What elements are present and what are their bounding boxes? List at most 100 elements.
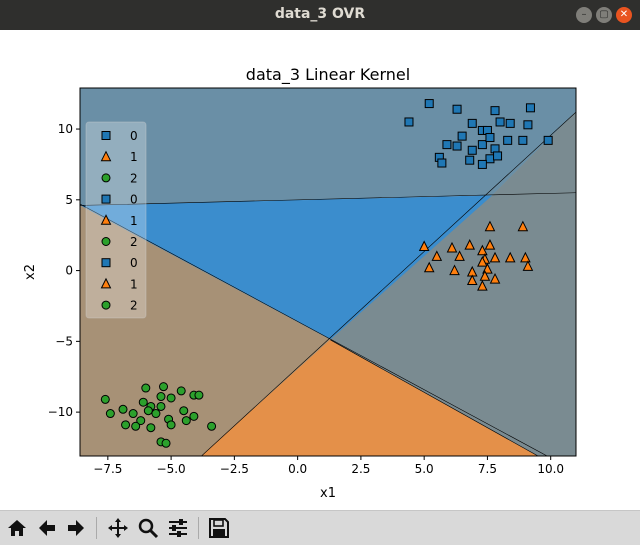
data-point-class-2 (146, 423, 156, 433)
x-tick-label: −2.5 (220, 462, 249, 476)
data-point-class-1 (418, 240, 430, 252)
data-point-class-2 (143, 406, 153, 416)
data-point-class-0 (465, 155, 475, 165)
data-point-class-1 (466, 274, 478, 285)
y-tick-label: 5 (65, 193, 73, 207)
decision-boundary-3 (330, 339, 539, 456)
decision-boundary-2 (201, 111, 576, 456)
legend-marker-1 (100, 214, 112, 225)
decision-region-5 (329, 111, 576, 456)
data-point-class-0 (523, 120, 533, 130)
x-tick-label: 5.0 (415, 462, 434, 476)
data-point-class-1 (484, 238, 496, 250)
y-tick-label: −5 (55, 334, 73, 348)
data-point-class-0 (452, 141, 462, 151)
data-point-class-2 (151, 409, 161, 419)
legend-marker-2 (101, 237, 111, 246)
legend-label: 2 (130, 299, 138, 313)
minimize-icon[interactable]: – (576, 7, 592, 23)
maximize-icon[interactable]: ▢ (596, 7, 612, 23)
x-axis-label: x1 (320, 486, 336, 501)
data-point-class-1 (489, 251, 501, 263)
home-icon[interactable] (4, 515, 30, 541)
data-point-class-2 (118, 404, 128, 414)
window-controls: – ▢ ✕ (576, 7, 632, 23)
data-point-class-0 (525, 103, 535, 113)
data-point-class-0 (467, 145, 477, 155)
data-point-class-1 (484, 220, 496, 232)
decision-boundary-0 (80, 192, 576, 206)
save-icon[interactable] (206, 515, 232, 541)
y-axis-label: x2 (23, 264, 38, 280)
y-tick-label: 10 (58, 122, 73, 136)
data-point-class-2 (194, 390, 204, 400)
data-point-class-2 (100, 394, 110, 404)
data-point-class-0 (485, 133, 495, 143)
legend-label: 1 (130, 214, 138, 228)
pan-icon[interactable] (105, 515, 131, 541)
window-titlebar: data_3 OVR – ▢ ✕ (0, 0, 640, 30)
legend-marker-0 (101, 194, 111, 204)
legend-marker-2 (101, 173, 111, 183)
legend-marker-1 (100, 150, 112, 162)
data-point-class-0 (503, 135, 513, 145)
data-point-class-1 (504, 251, 516, 263)
data-point-class-1 (477, 255, 488, 267)
data-point-class-2 (159, 382, 169, 392)
data-point-class-0 (485, 154, 495, 164)
data-point-class-0 (495, 117, 505, 127)
data-point-class-1 (479, 270, 491, 281)
data-point-class-1 (477, 280, 488, 291)
data-point-class-1 (477, 244, 488, 256)
data-point-class-1 (464, 238, 476, 250)
data-point-class-2 (141, 383, 151, 393)
x-tick-label: −5.0 (157, 462, 186, 476)
x-tick-label: 7.5 (478, 462, 497, 476)
data-point-class-2 (166, 420, 176, 430)
data-point-class-0 (424, 99, 434, 109)
decision-region-0 (80, 88, 576, 206)
legend-marker-0 (101, 258, 111, 268)
y-tick-label: −10 (48, 405, 73, 419)
data-point-class-2 (189, 411, 199, 421)
forward-arrow-icon[interactable] (63, 515, 89, 541)
data-point-class-0 (518, 135, 528, 145)
data-point-class-0 (490, 106, 500, 116)
data-point-class-0 (505, 118, 515, 128)
data-point-class-2 (156, 392, 166, 402)
legend-label: 2 (130, 171, 138, 185)
back-arrow-icon[interactable] (34, 515, 60, 541)
legend-label: 2 (130, 235, 138, 249)
data-point-class-2 (131, 421, 141, 431)
figure-canvas: −7.5 −5.0 −2.5 0.0 2.5 5.0 7.5 10.0 −10 −5 0 5 10 0… (0, 30, 640, 510)
y-tick-label: 0 (65, 264, 73, 278)
x-tick-label: 10.0 (537, 462, 564, 476)
toolbar-separator (96, 517, 97, 539)
data-point-class-2 (105, 409, 115, 419)
data-point-class-0 (543, 135, 553, 145)
data-point-class-1 (517, 220, 529, 232)
data-point-class-0 (437, 158, 447, 168)
data-point-class-1 (431, 250, 443, 261)
chart-title: data_3 Linear Kernel (246, 65, 410, 85)
plot-frame (79, 87, 577, 457)
close-icon[interactable]: ✕ (616, 7, 632, 23)
data-point-class-1 (423, 261, 435, 273)
legend-box (85, 121, 147, 319)
legend-label: 0 (130, 193, 138, 207)
data-point-class-0 (467, 118, 477, 128)
x-tick-label: 0.0 (288, 462, 307, 476)
data-point-class-2 (136, 416, 146, 426)
configure-subplots-icon[interactable] (165, 515, 191, 541)
data-point-class-2 (166, 393, 176, 403)
data-point-class-1 (489, 272, 501, 284)
zoom-icon[interactable] (135, 515, 161, 541)
data-point-class-0 (404, 117, 414, 127)
data-point-class-1 (449, 264, 460, 276)
decision-region-2 (80, 205, 332, 456)
data-point-class-2 (121, 420, 131, 430)
data-point-class-2 (161, 438, 171, 448)
decision-boundary-1 (80, 203, 548, 456)
data-point-class-0 (442, 140, 452, 150)
